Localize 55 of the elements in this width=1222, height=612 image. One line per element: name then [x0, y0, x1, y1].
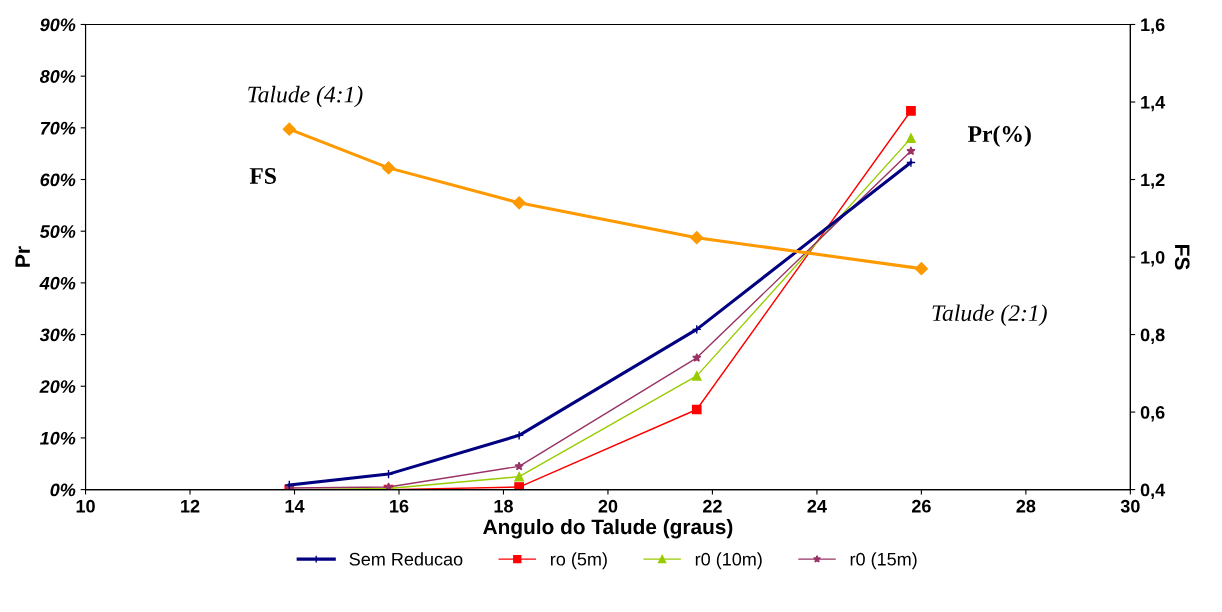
y-tick-label: 10% [39, 431, 76, 445]
x-tick-label: 30 [1120, 499, 1140, 513]
point [514, 482, 524, 490]
annotation: Talude (4:1) [248, 85, 363, 108]
y2-axis-title: FS [1174, 245, 1190, 270]
y-tick-label: 90% [40, 18, 76, 32]
y2-tick-label: 0,8 [1140, 328, 1165, 344]
y-tick-label: 80% [39, 70, 76, 83]
point [381, 161, 396, 175]
point [691, 404, 702, 415]
legend-label: ro (5m) [550, 552, 607, 570]
point [906, 133, 916, 144]
x-tick-label: 28 [1016, 499, 1036, 513]
point [512, 196, 526, 210]
annotation: Talude (2:1) [932, 304, 1047, 326]
point [906, 105, 916, 116]
x-tick-label: 24 [807, 499, 827, 513]
point [906, 157, 916, 168]
x-tick-label: 12 [181, 499, 200, 513]
point [514, 471, 524, 482]
legend-label: r0 (15m) [850, 552, 917, 570]
point [690, 231, 704, 245]
point [906, 146, 916, 156]
point [282, 122, 296, 136]
x-tick-label: 22 [703, 499, 722, 513]
y2-tick-label: 1,4 [1141, 96, 1166, 112]
y2-tick-label: 0,4 [1140, 483, 1166, 499]
x-tick-label: 20 [598, 499, 618, 513]
y2-tick-label: 1,6 [1141, 18, 1165, 34]
y-tick-label: 70% [40, 121, 76, 135]
annotation: Pr(%) [968, 125, 1031, 147]
point [691, 371, 702, 381]
y-axis-title: Pr [15, 246, 30, 267]
point [514, 430, 524, 441]
legend-label: r0 (10m) [695, 552, 762, 570]
x-tick-label: 26 [911, 499, 931, 513]
legend-label: Sem Reducao [349, 552, 463, 566]
x-tick-label: 18 [494, 499, 513, 513]
y-tick-label: 60% [40, 173, 76, 187]
y-tick-label: 30% [39, 328, 76, 342]
y-tick-label: 40% [39, 276, 76, 290]
y2-tick-label: 1,2 [1141, 173, 1165, 189]
y2-tick-label: 1,0 [1141, 250, 1165, 267]
y-tick-label: 50% [39, 225, 76, 238]
point [914, 262, 928, 276]
y2-tick-label: 0,6 [1140, 406, 1165, 422]
x-tick-label: 14 [285, 499, 305, 513]
x-tick-label: 10 [76, 499, 95, 513]
x-tick-label: 16 [390, 499, 409, 513]
y-tick-label: 0% [50, 483, 76, 497]
point [514, 461, 524, 471]
y-tick-label: 20% [39, 380, 76, 393]
annotation: FS [249, 168, 276, 184]
point [692, 352, 702, 362]
x-axis-title: Angulo do Talude (graus) [483, 518, 733, 539]
